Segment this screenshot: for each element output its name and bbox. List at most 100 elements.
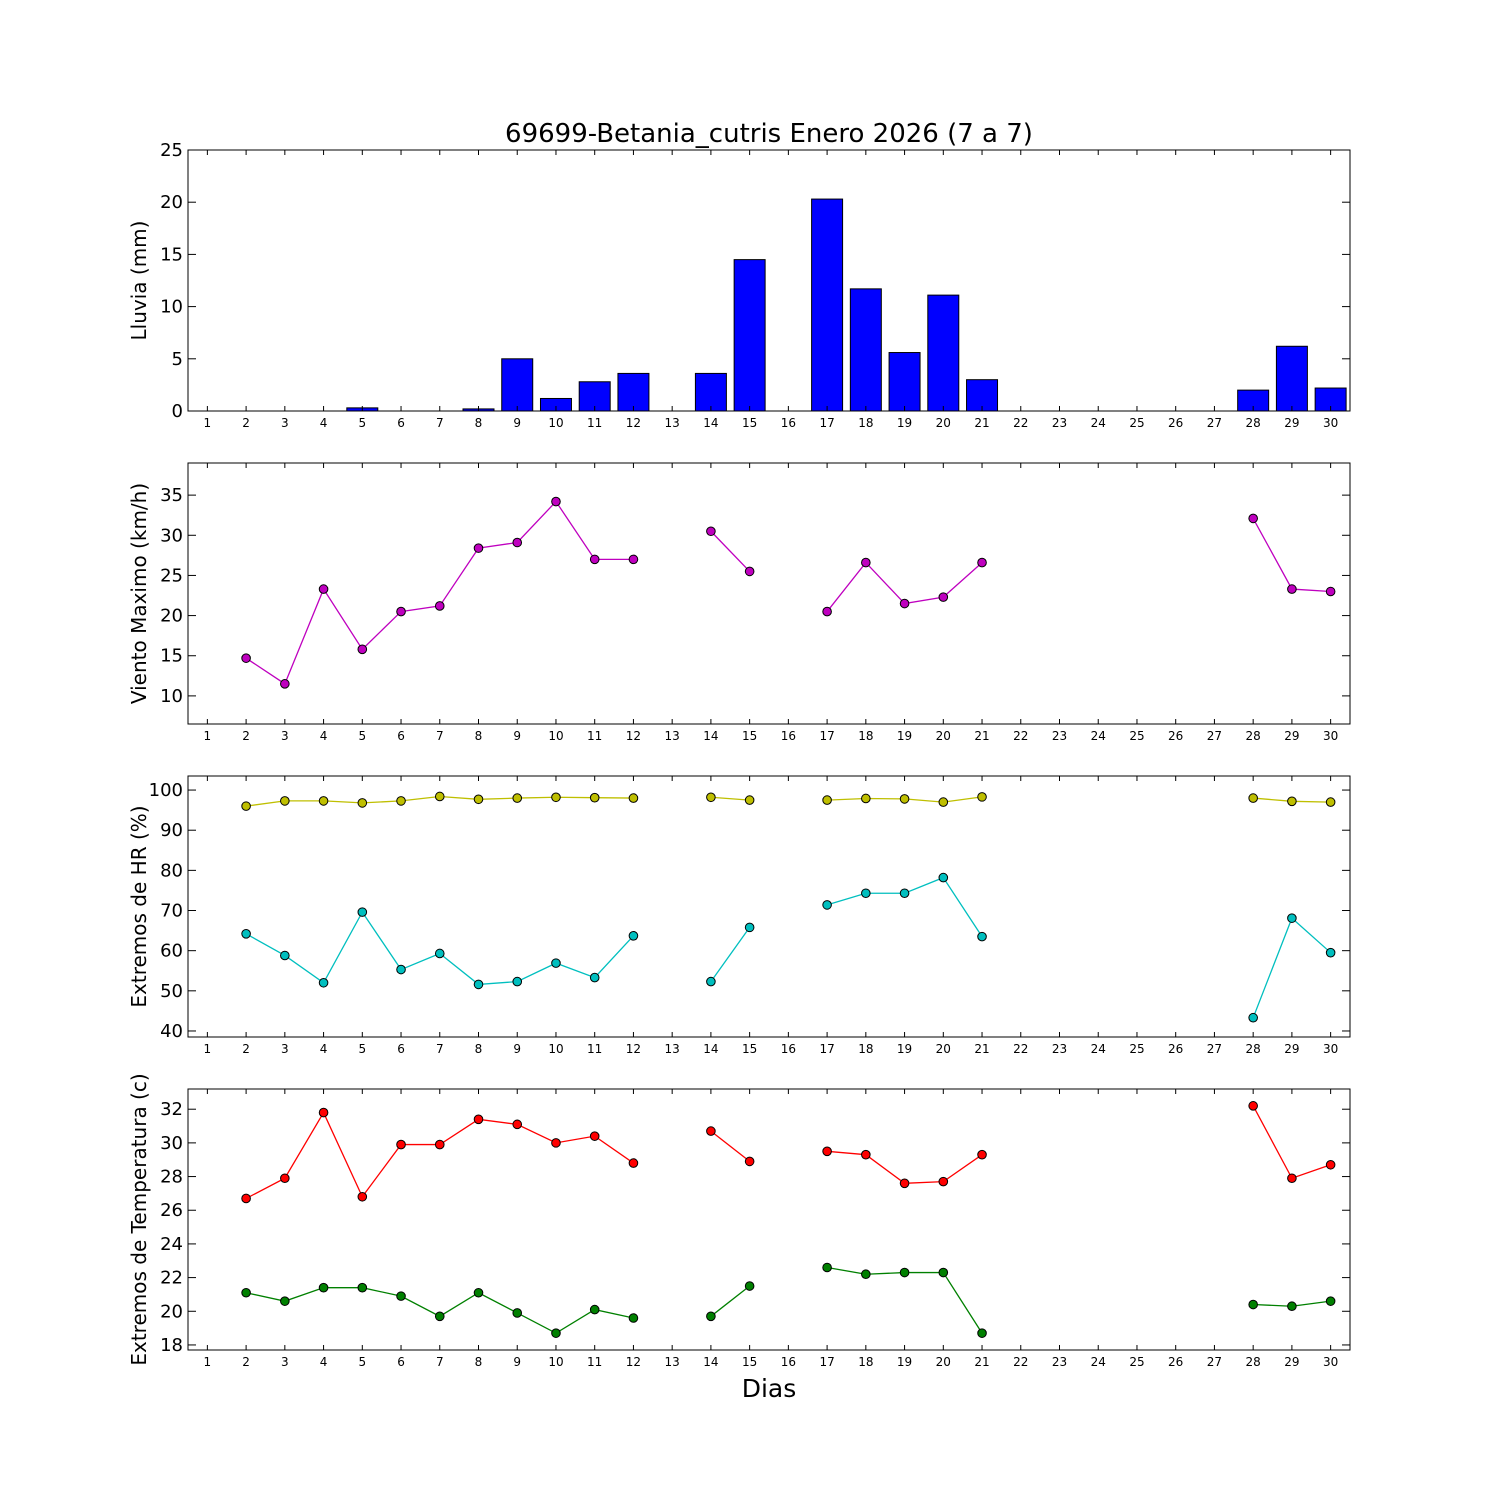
x-tick-label: 6 [397,729,405,743]
x-tick-label: 28 [1246,729,1261,743]
data-point [706,1311,716,1322]
data-point [512,976,523,987]
x-tick-label: 24 [1091,729,1106,743]
data-point [706,526,716,537]
x-tick-label: 22 [1013,416,1028,430]
data-point [318,1282,329,1293]
y-axis-label: Lluvia (mm) [127,221,151,341]
y-tick-label: 10 [160,297,183,318]
x-tick-label: 25 [1129,729,1144,743]
series-line [1252,1105,1331,1180]
rain-bar [733,259,766,412]
plot-frame [187,775,1351,1038]
x-tick-label: 19 [897,729,912,743]
x-tick-label: 15 [742,416,757,430]
x-tick-label: 14 [703,1355,718,1369]
x-tick-label: 11 [587,1355,602,1369]
x-tick-label: 23 [1052,729,1067,743]
series-line [245,1287,634,1334]
data-point [899,598,910,609]
data-point [822,900,832,910]
x-tick-label: 9 [513,729,521,743]
x-tick-label: 12 [626,416,641,430]
x-tick-label: 30 [1323,1355,1338,1369]
x-tick-label: 1 [204,1042,212,1056]
x-tick-label: 21 [974,729,989,743]
rain-bar [888,352,921,412]
x-tick-label: 16 [781,416,796,430]
plot-frame [187,462,1351,725]
y-tick-label: 5 [172,349,183,370]
x-tick-label: 27 [1207,1355,1222,1369]
x-tick-label: 7 [436,416,444,430]
data-point [706,1126,716,1136]
x-tick-label: 3 [281,416,289,430]
x-tick-label: 13 [665,416,680,430]
rain-bar [811,198,844,412]
data-point [822,1146,832,1157]
series-line [1252,917,1332,1018]
plot-frame [187,149,1351,412]
data-point [241,1287,251,1298]
x-tick-label: 25 [1129,416,1144,430]
data-point [551,1138,561,1148]
data-point [628,793,639,803]
x-tick-label: 18 [858,416,873,430]
data-point [938,797,949,807]
x-tick-label: 6 [397,1042,405,1056]
x-tick-label: 27 [1207,729,1222,743]
data-point [473,794,484,805]
x-tick-label: 16 [781,729,796,743]
data-point [744,795,755,805]
data-point [551,1328,561,1338]
x-tick-label: 9 [513,416,521,430]
data-point [628,931,639,941]
data-point [1287,1173,1297,1184]
y-tick-label: 22 [160,1268,183,1289]
data-point [1325,586,1336,597]
data-point [744,922,755,933]
x-tick-label: 4 [320,1355,328,1369]
data-point [241,801,251,811]
data-point [512,1119,523,1130]
x-tick-label: 13 [665,1042,680,1056]
data-point [1325,1159,1336,1170]
x-tick-label: 9 [513,1355,521,1369]
data-point [822,1262,832,1273]
data-point [589,972,600,983]
data-point [861,1269,871,1280]
data-point [434,1139,445,1150]
x-tick-label: 19 [897,1355,912,1369]
x-tick-label: 28 [1246,416,1261,430]
rain-bar [617,372,650,412]
x-tick-label: 23 [1052,1355,1067,1369]
y-tick-label: 18 [160,1335,183,1356]
data-point [589,792,600,803]
x-tick-label: 15 [742,1042,757,1056]
series-line [826,876,983,937]
x-tick-label: 2 [242,1355,250,1369]
rain-bar [849,288,882,412]
x-tick-label: 21 [974,1042,989,1056]
data-point [280,950,290,961]
x-tick-label: 4 [320,416,328,430]
y-tick-label: 32 [160,1099,183,1120]
x-tick-label: 22 [1013,1355,1028,1369]
x-tick-label: 23 [1052,416,1067,430]
data-point [241,929,251,939]
data-point [318,796,329,806]
series-line [710,1285,751,1317]
data-point [512,1308,523,1318]
x-tick-label: 9 [513,1042,521,1056]
x-tick-label: 1 [204,729,212,743]
series-line [245,910,634,986]
x-tick-label: 11 [587,416,602,430]
series-line [710,927,751,982]
data-point [551,792,561,803]
x-tick-label: 2 [242,729,250,743]
data-point [977,792,987,802]
data-point [280,1296,290,1306]
y-tick-label: 0 [172,401,183,422]
series-line [710,796,750,801]
